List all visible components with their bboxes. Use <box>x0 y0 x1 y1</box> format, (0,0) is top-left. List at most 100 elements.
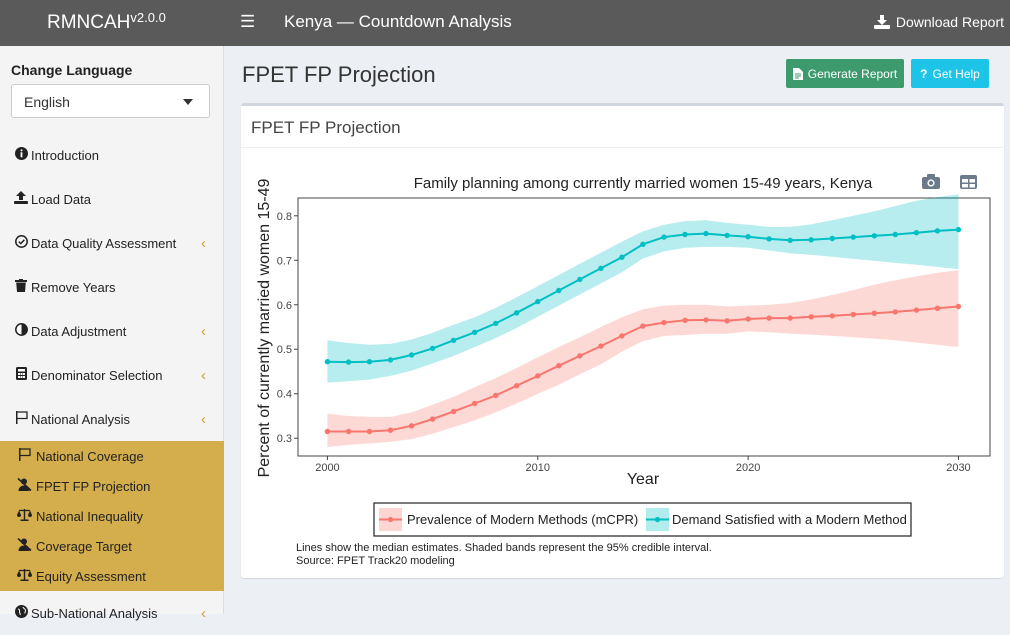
projection-box: FPET FP Projection Family planning among… <box>241 103 1004 578</box>
sidebar-item-data-adjustment[interactable]: Data Adjustment ‹ <box>0 309 224 353</box>
info-icon <box>14 147 28 163</box>
point-demand <box>345 359 352 365</box>
point-demand <box>682 231 688 238</box>
sidebar-item-label: Load Data <box>31 191 91 207</box>
sidebar-item-label: Introduction <box>31 147 99 163</box>
chart-note: Lines show the median estimates. Shaded … <box>296 542 712 554</box>
point-mcpr <box>408 423 415 429</box>
point-mcpr <box>724 318 730 324</box>
x-axis-title: Year <box>627 471 660 488</box>
flag-icon <box>14 411 28 427</box>
subitem-fpet-fp-projection[interactable]: FPET FP Projection <box>0 471 224 501</box>
box-title: FPET FP Projection <box>251 118 401 137</box>
sidebar-item-subnational-analysis[interactable]: Sub-National Analysis ‹ <box>0 591 224 635</box>
legend-label-demand: Demand Satisfied with a Modern Method <box>672 512 907 527</box>
subitem-equity-assessment[interactable]: Equity Assessment <box>0 561 224 591</box>
point-demand <box>387 357 394 363</box>
caret-down-icon <box>183 99 193 105</box>
point-mcpr <box>829 313 835 319</box>
fpet-chart: Family planning among currently married … <box>256 174 991 567</box>
generate-report-button[interactable]: Generate Report <box>786 59 904 88</box>
language-select[interactable]: English <box>11 84 210 118</box>
download-report-label: Download Report <box>895 14 1004 30</box>
point-mcpr <box>871 310 877 316</box>
download-report-link[interactable]: Download Report <box>873 14 1004 30</box>
globe-icon <box>14 605 28 621</box>
point-demand <box>934 228 941 234</box>
point-mcpr <box>955 303 962 310</box>
point-mcpr <box>493 392 499 399</box>
brand-logo[interactable]: RMNCAHv2.0.0 <box>0 0 224 46</box>
sidebar-item-data-quality[interactable]: Data Quality Assessment ‹ <box>0 221 224 265</box>
sidebar-item-load-data[interactable]: Load Data <box>0 177 224 221</box>
subitem-label: Equity Assessment <box>36 568 146 584</box>
point-demand <box>429 345 436 352</box>
language-label: Change Language <box>11 62 133 78</box>
y-tick-label: 0.4 <box>277 389 292 401</box>
legend-box <box>373 502 912 537</box>
sidebar-item-denominator[interactable]: Denominator Selection ‹ <box>0 353 224 397</box>
subitem-label: Coverage Target <box>36 538 132 554</box>
language-value: English <box>24 94 70 110</box>
chart-legend: Prevalence of Modern Methods (mCPR) Dema… <box>373 502 912 537</box>
sidebar-item-label: Denominator Selection <box>31 367 163 383</box>
chart-source: Source: FPET Track20 modeling <box>296 555 455 567</box>
point-mcpr <box>387 427 394 433</box>
table-icon[interactable] <box>960 175 977 189</box>
page-title: FPET FP Projection <box>242 62 436 87</box>
sidebar-item-introduction[interactable]: Introduction <box>0 133 224 177</box>
sidebar-item-label: National Analysis <box>31 411 130 427</box>
point-mcpr <box>703 317 709 323</box>
point-mcpr <box>472 400 478 407</box>
trash-icon <box>14 279 28 295</box>
band-demand <box>327 194 959 383</box>
get-help-button[interactable]: ? Get Help <box>911 59 989 88</box>
x-tick-label: 2030 <box>946 462 970 474</box>
y-tick-label: 0.7 <box>277 255 292 267</box>
point-demand <box>829 235 835 242</box>
point-mcpr <box>535 373 541 379</box>
point-demand <box>787 237 793 243</box>
sidebar-item-national-analysis[interactable]: National Analysis ‹ <box>0 397 224 441</box>
x-tick-label: 2010 <box>526 462 550 474</box>
chevron-left-icon: ‹ <box>201 322 206 340</box>
balance-scale-icon <box>16 568 32 584</box>
user-slash-icon <box>16 477 32 494</box>
point-mcpr <box>556 363 562 369</box>
national-analysis-submenu: National Coverage FPET FP Projection Nat… <box>0 441 224 591</box>
point-demand <box>535 298 541 305</box>
generate-report-label: Generate Report <box>807 66 898 81</box>
chevron-left-icon: ‹ <box>201 366 206 384</box>
point-demand <box>913 230 920 236</box>
point-mcpr <box>934 305 941 311</box>
sidebar-item-label: Remove Years <box>31 279 116 295</box>
point-mcpr <box>787 315 793 321</box>
point-mcpr <box>577 353 583 359</box>
point-demand <box>619 254 625 260</box>
point-mcpr <box>682 317 688 323</box>
download-icon <box>873 15 890 29</box>
hamburger-icon[interactable]: ☰ <box>240 12 256 31</box>
camera-icon[interactable] <box>922 174 940 189</box>
point-mcpr <box>324 428 331 435</box>
y-axis-title: Percent of currently married women 15-49 <box>256 179 273 478</box>
median-points <box>324 226 962 435</box>
point-demand <box>724 232 730 239</box>
point-demand <box>556 287 562 294</box>
band-mcpr <box>327 270 959 448</box>
sidebar-item-label: Sub-National Analysis <box>31 605 158 621</box>
x-tick-label: 2000 <box>315 462 339 474</box>
brand-version: v2.0.0 <box>130 10 166 25</box>
point-demand <box>850 234 856 240</box>
subitem-coverage-target[interactable]: Coverage Target <box>0 531 224 561</box>
subitem-label: National Coverage <box>36 448 144 464</box>
subitem-national-coverage[interactable]: National Coverage <box>0 441 224 471</box>
point-mcpr <box>619 333 625 339</box>
point-demand <box>366 359 373 365</box>
flag-icon <box>16 448 32 464</box>
legend-point-mcpr <box>387 516 394 523</box>
subitem-label: National Inequality <box>36 508 143 524</box>
chart-title: Family planning among currently married … <box>414 175 873 192</box>
subitem-national-inequality[interactable]: National Inequality <box>0 501 224 531</box>
sidebar-item-remove-years[interactable]: Remove Years <box>0 265 224 309</box>
